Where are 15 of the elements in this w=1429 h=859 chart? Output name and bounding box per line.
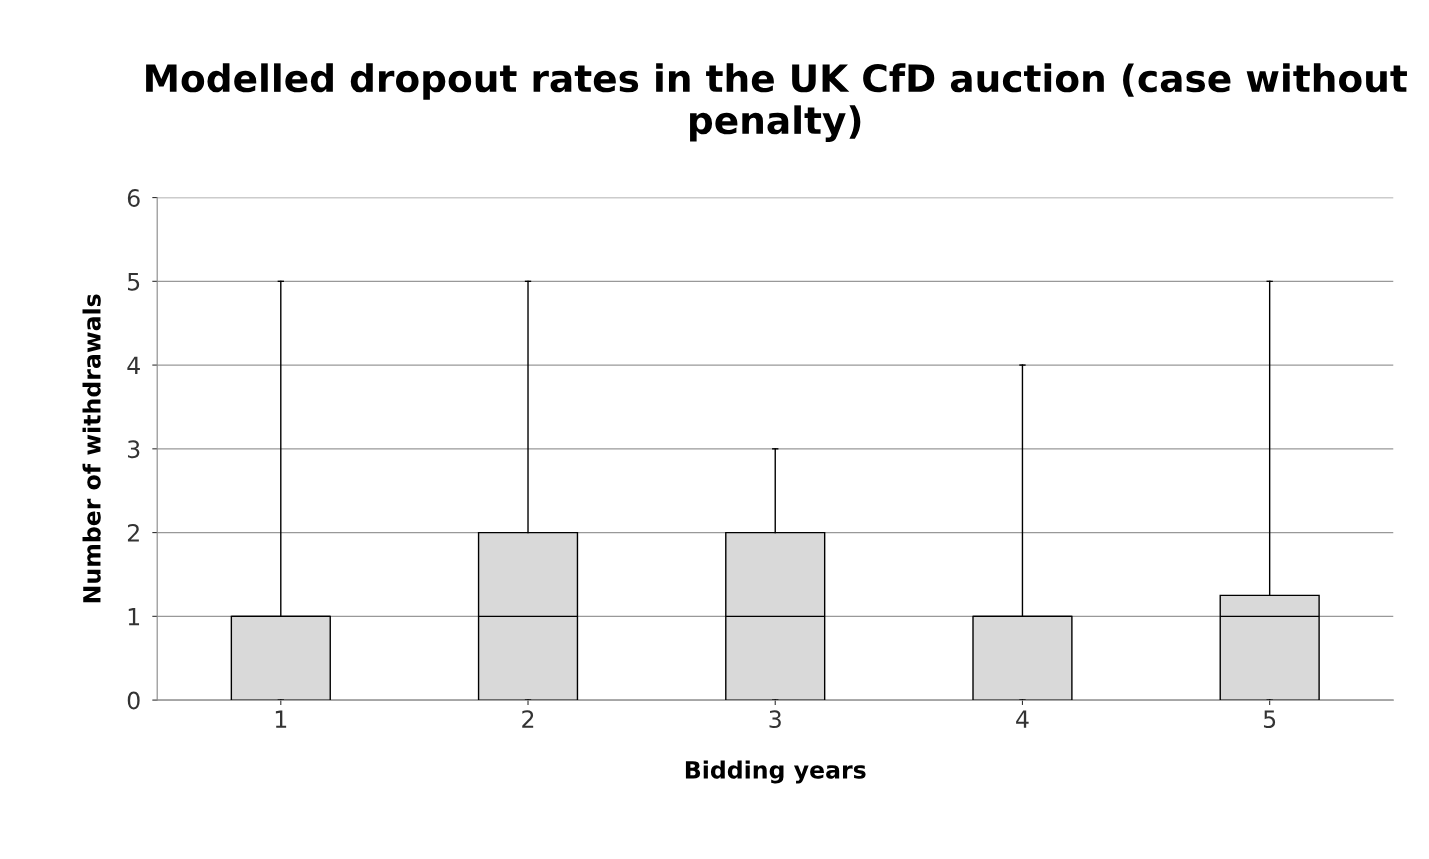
y-tick-label: 1: [128, 608, 140, 626]
y-tick-label: 5: [128, 273, 140, 291]
x-tick-label: 5: [1263, 710, 1276, 729]
x-tick-label: 1: [275, 710, 287, 728]
y-tick-label: 3: [128, 440, 140, 459]
x-tick-label: 2: [522, 710, 534, 728]
x-tick-label: 4: [1016, 710, 1029, 728]
chart-title: Modelled dropout rates in the UK CfD auction (case without penalty): [146, 63, 1407, 142]
y-axis-title: Number of withdrawals: [82, 294, 101, 603]
y-tick-label: 0: [127, 691, 140, 710]
y-tick-label: 6: [127, 189, 140, 207]
x-tick-label: 3: [769, 710, 781, 729]
y-tick-label: 2: [127, 524, 139, 542]
x-axis-title: Bidding years: [685, 760, 866, 784]
y-tick-label: 4: [127, 356, 140, 375]
